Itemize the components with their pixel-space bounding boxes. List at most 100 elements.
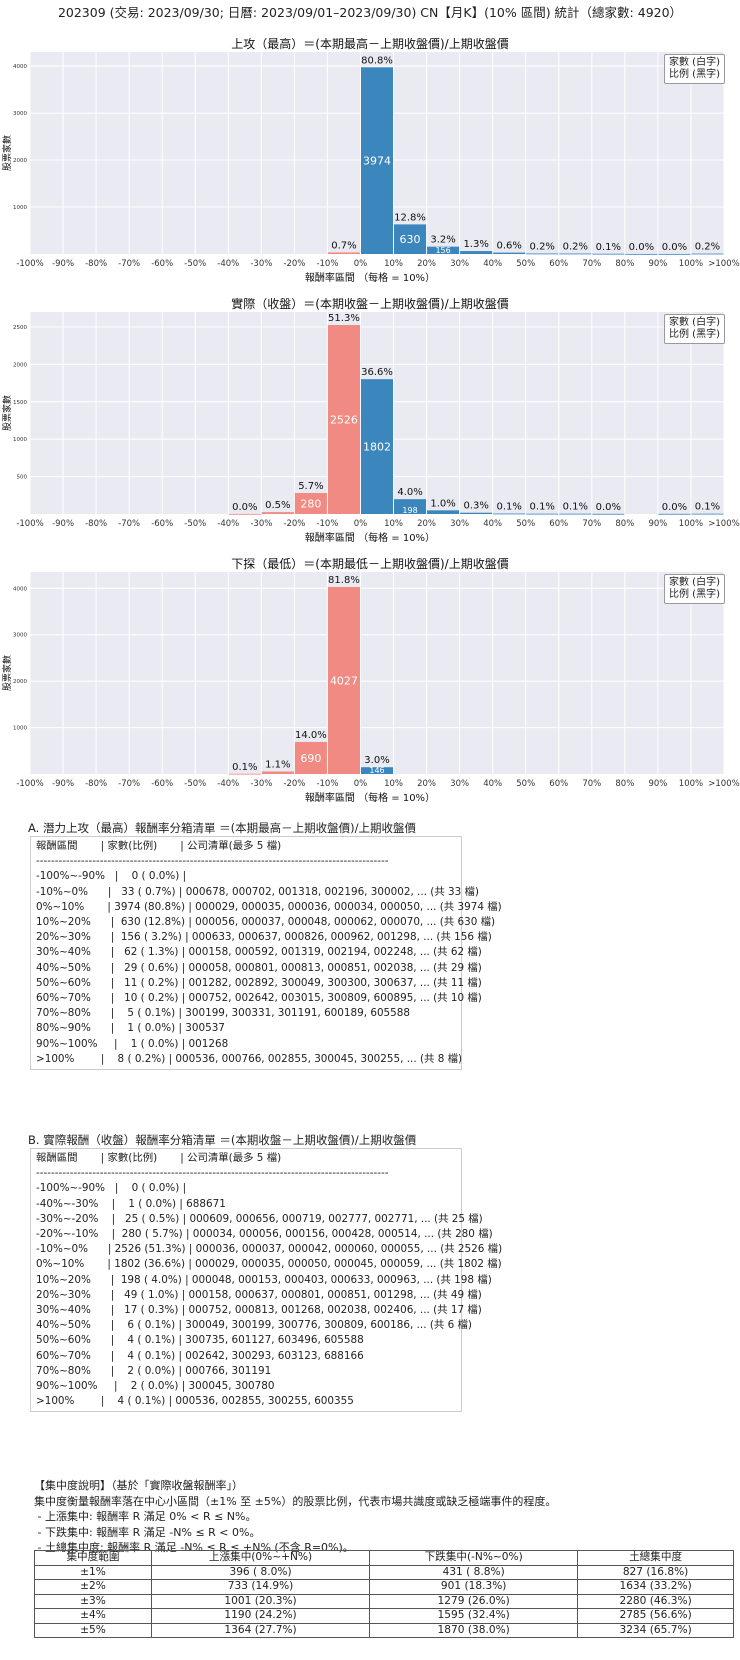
table-cell: 1870 (38.0%) [369, 1622, 579, 1638]
x-tick-label: 60% [549, 519, 568, 529]
x-tick-label: 40% [483, 259, 502, 269]
x-tick-label: -20% [283, 259, 305, 269]
x-tick-label: -10% [316, 519, 338, 529]
listing-row: 60%~70% | 4 ( 0.1%) | 002642, 300293, 60… [36, 1349, 364, 1362]
bar-count-label: 156 [435, 246, 450, 255]
table-cell: 1190 (24.2%) [150, 1608, 371, 1624]
x-tick-label: 80% [615, 779, 634, 789]
x-tick-label: -70% [118, 779, 140, 789]
bar [427, 510, 460, 514]
y-axis-label: 股票家數 [1, 395, 13, 431]
bar-pct-label: 1.1% [265, 759, 290, 770]
listing-row: 50%~60% | 11 ( 0.2%) | 001282, 002892, 3… [36, 976, 482, 989]
x-tick-label: 80% [615, 519, 634, 529]
table-cell: 396 ( 8.0%) [150, 1564, 371, 1580]
bar-pct-label: 0.2% [530, 241, 555, 252]
y-tick-label: 2500 [13, 325, 27, 331]
listing-row: 70%~80% | 2 ( 0.0%) | 000766, 301191 [36, 1364, 272, 1377]
bar-pct-label: 0.0% [662, 502, 687, 513]
bar-pct-label: 0.7% [331, 240, 356, 251]
y-tick-label: 4000 [13, 586, 27, 592]
bar-count-label: 630 [400, 233, 421, 246]
table-cell: ±5% [34, 1622, 152, 1638]
chart-legend: 家數 (白字) 比例 (黑字) [664, 314, 725, 344]
x-tick-label: -50% [184, 779, 206, 789]
bar [427, 246, 460, 254]
x-tick-label: 10% [384, 259, 403, 269]
x-tick-label: 0% [354, 259, 368, 269]
chart-upside-high-svg: 上攻（最高）＝(本期最高－上期收盤價)/上期收盤價 1000 2000 3000 400… [1, 38, 740, 284]
bar-pct-label: 3.0% [364, 755, 389, 766]
listing-a-box: 報酬區間 | 家數(比例) | 公司清單(最多 5 檔) ------------… [30, 836, 502, 1071]
x-tick-label: 60% [549, 779, 568, 789]
concentration-line: 集中度衡量報酬率落在中心小區間（±1% 至 ±5%）的股票比例，代表市場共識度或… [34, 1494, 557, 1508]
legend-ratio-label: 比例 (黑字) [669, 589, 720, 600]
bar-pct-label: 0.1% [695, 502, 720, 513]
x-tick-label: -100% [16, 259, 43, 269]
bar-pct-label: 12.8% [394, 212, 426, 223]
x-tick-label: 40% [483, 519, 502, 529]
y-tick-label: 2000 [13, 362, 27, 368]
bar-pct-label: 1.3% [463, 239, 488, 250]
table-header-cell: 下跌集中(-N%~0%) [369, 1550, 579, 1566]
bar [559, 513, 592, 515]
listing-row: 20%~30% | 49 ( 1.0%) | 000158, 000637, 0… [36, 1288, 482, 1301]
y-tick-label: 4000 [13, 64, 27, 70]
bar [360, 767, 394, 774]
bar-pct-label: 51.3% [328, 313, 360, 324]
x-tick-label: 50% [516, 519, 535, 529]
x-tick-label: 50% [516, 259, 535, 269]
bar-count-label: 690 [300, 752, 321, 765]
x-tick-label: 70% [582, 259, 601, 269]
table-cell: 1634 (33.2%) [577, 1579, 734, 1595]
bar-pct-label: 0.2% [563, 242, 588, 253]
x-tick-label: >100% [708, 519, 739, 529]
bar [526, 253, 559, 255]
bar [460, 251, 493, 254]
y-tick-label: 3000 [13, 111, 27, 117]
table-cell: 1001 (20.3%) [150, 1593, 371, 1609]
table-row: ±3% 1001 (20.3%) 1279 (26.0%) 2280 (46.3… [34, 1593, 734, 1609]
x-tick-label: 90% [648, 519, 667, 529]
bar-pct-label: 4.0% [397, 487, 422, 498]
bar-count-label: 4027 [330, 674, 358, 687]
bar-pct-label: 0.6% [496, 241, 521, 252]
bar [592, 513, 625, 515]
x-tick-label: 10% [384, 779, 403, 789]
listing-row: -10%~0% | 33 ( 0.7%) | 000678, 000702, 0… [36, 885, 479, 898]
x-tick-label: 20% [417, 779, 436, 789]
x-tick-label: 20% [417, 519, 436, 529]
bar-pct-label: 0.5% [265, 500, 290, 511]
bar-count-label: 146 [369, 766, 384, 775]
bar-pct-label: 0.0% [662, 242, 687, 253]
bar [658, 253, 691, 255]
listing-row: ----------------------------------------… [36, 1167, 389, 1180]
x-tick-label: -10% [316, 779, 338, 789]
listing-row: 80%~90% | 1 ( 0.0%) | 300537 [36, 1022, 225, 1035]
x-tick-label: 40% [483, 779, 502, 789]
x-tick-label: -80% [85, 519, 107, 529]
table-header-cell: 集中度範圍 [34, 1550, 152, 1566]
bar [526, 513, 559, 515]
bar-pct-label: 36.6% [361, 367, 393, 378]
bar-count-label: 2526 [330, 414, 358, 427]
y-tick-label: 1000 [13, 205, 27, 211]
table-row: ±4% 1190 (24.2%) 1595 (32.4%) 2785 (56.6… [34, 1608, 734, 1624]
bar [493, 513, 526, 515]
y-tick-label: 1000 [13, 437, 27, 443]
bar [394, 499, 427, 514]
table-cell: 2785 (56.6%) [577, 1608, 734, 1624]
chart-downside-low: 下探（最低）＝(本期最低－上期收盤價)/上期收盤價 1000 2000 3000 400… [0, 558, 740, 804]
bar [691, 253, 724, 255]
x-tick-label: 90% [648, 259, 667, 269]
table-cell: 733 (14.9%) [150, 1579, 371, 1595]
y-tick-label: 2000 [13, 679, 27, 685]
x-tick-label: 90% [648, 779, 667, 789]
listing-row: >100% | 4 ( 0.1%) | 000536, 002855, 3002… [36, 1395, 354, 1408]
x-tick-label: 100% [679, 779, 703, 789]
y-tick-label: 1000 [13, 726, 27, 732]
listing-row: 10%~20% | 198 ( 4.0%) | 000048, 000153, … [36, 1273, 492, 1286]
listing-row: -10%~0% | 2526 (51.3%) | 000036, 000037,… [36, 1243, 503, 1256]
x-tick-label: 70% [582, 519, 601, 529]
legend-count-label: 家數 (白字) [669, 57, 720, 68]
